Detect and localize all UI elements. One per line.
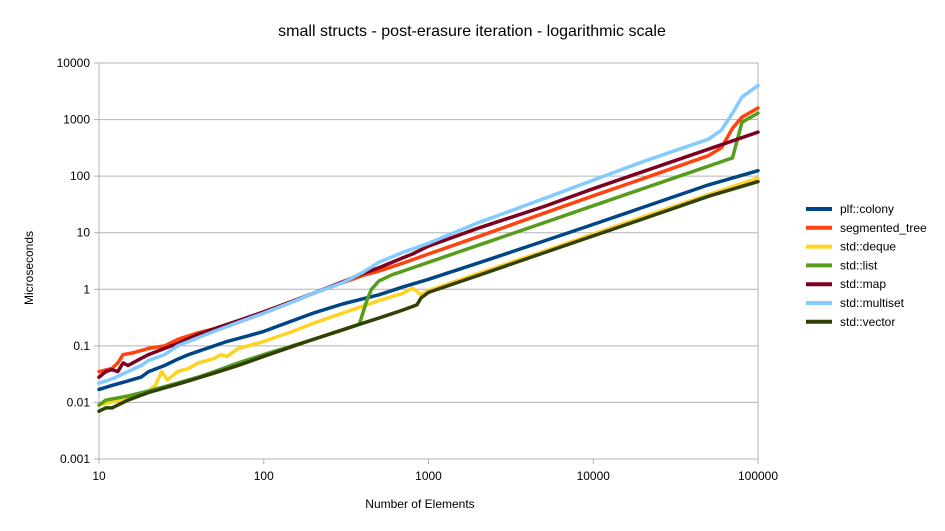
legend-label: std::multiset xyxy=(840,296,905,310)
y-tick-label: 0.1 xyxy=(73,339,90,353)
legend-label: std::map xyxy=(840,277,886,291)
legend-label: std::list xyxy=(840,258,878,272)
x-axis-ticks: 10 100 1000 10000 100000 xyxy=(92,459,778,483)
x-axis-label: Number of Elements xyxy=(365,497,474,511)
x-tick-label: 10 xyxy=(92,469,106,483)
y-tick-label: 1 xyxy=(83,282,90,296)
series-lines xyxy=(97,83,760,413)
legend-label: plf::colony xyxy=(840,202,894,216)
series-line-segmented-tree xyxy=(97,106,760,374)
series-line-std-deque xyxy=(97,176,760,407)
x-tick-label: 10000 xyxy=(577,469,611,483)
y-axis-label: Microseconds xyxy=(22,231,36,305)
legend-label: std::deque xyxy=(840,240,896,254)
chart-title: small structs - post-erasure iteration -… xyxy=(278,23,666,40)
y-tick-label: 0.001 xyxy=(60,452,90,466)
legend: plf::colonysegmented_treestd::dequestd::… xyxy=(806,202,927,329)
x-tick-label: 100000 xyxy=(738,469,778,483)
y-tick-label: 0.01 xyxy=(67,395,91,409)
x-tick-label: 100 xyxy=(254,469,274,483)
y-tick-label: 100 xyxy=(70,169,90,183)
y-tick-label: 10000 xyxy=(57,56,91,70)
x-tick-label: 1000 xyxy=(415,469,442,483)
gridlines xyxy=(99,62,758,460)
y-axis-ticks: 0.001 0.01 0.1 1 10 100 1000 10000 xyxy=(57,56,99,466)
y-tick-label: 1000 xyxy=(63,113,90,127)
series-line-plf-colony xyxy=(97,168,760,392)
series-line-std-multiset xyxy=(97,83,760,385)
series-line-std-vector xyxy=(97,179,760,413)
legend-label: segmented_tree xyxy=(840,221,927,235)
legend-label: std::vector xyxy=(840,315,895,329)
y-tick-label: 10 xyxy=(77,226,91,240)
